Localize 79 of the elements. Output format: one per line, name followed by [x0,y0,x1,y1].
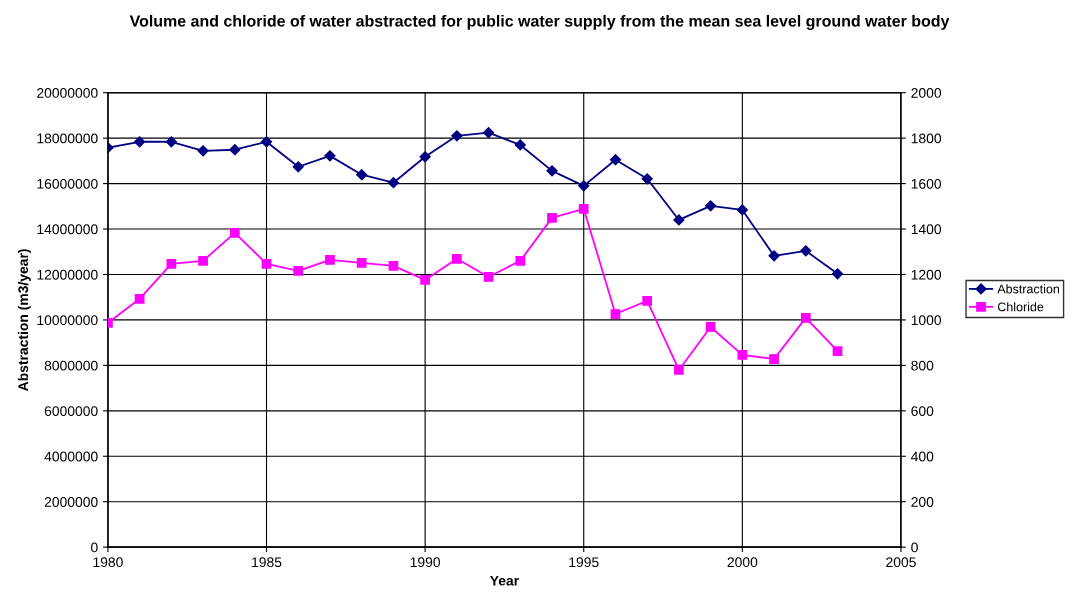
point [293,265,304,276]
y-axis-title: Abstraction (m3/year) [17,249,31,391]
point [642,295,653,306]
point [451,253,462,264]
point [609,154,622,166]
point [769,354,779,364]
y2-tick-label: 800 [911,360,934,371]
point [482,127,495,139]
point [514,139,526,151]
point [229,144,241,156]
y-tick-label: 10000000 [37,315,98,326]
point [198,255,208,266]
point [578,180,590,192]
y2-tick-label: 1000 [911,315,942,326]
point [578,203,589,214]
point [515,255,526,266]
y-tick-label: 0 [91,542,98,553]
y-tick-label: 2000000 [44,497,98,507]
x-axis-title: Year [489,575,519,586]
y-tick-label: 18000000 [37,133,98,144]
y2-tick-label: 1600 [911,178,942,189]
point [197,145,209,157]
point [800,245,812,257]
y2-tick-label: 0 [911,542,918,553]
y2-tick-label: 1800 [911,133,942,144]
x-tick-label: 1985 [252,557,282,568]
point [166,258,177,269]
point [260,136,273,148]
x-tick-label: 1980 [93,557,123,568]
point [387,177,400,189]
point [610,309,621,319]
y2-tick-label: 600 [911,406,934,416]
point [261,258,272,269]
y-tick-label: 4000000 [44,451,98,462]
point [165,136,177,148]
point [831,268,844,280]
point [325,255,335,265]
point [705,322,716,332]
x-tick-label: 2005 [886,557,916,568]
point [292,161,304,173]
y-tick-label: 12000000 [37,269,98,280]
point [356,258,367,268]
point [768,250,780,262]
point [451,130,463,142]
x-tick-label: 2000 [727,557,758,568]
point [800,313,811,323]
legend-label: Chloride [997,302,1044,312]
point [673,214,685,226]
point [134,293,145,304]
y-tick-label: 8000000 [44,360,98,371]
chart-title: Volume and chloride of water abstracted for public water supply from the mean sea level ground water body [129,14,950,30]
y2-tick-label: 1200 [911,269,942,280]
point [546,165,558,177]
point [674,365,684,375]
y-tick-label: 16000000 [37,178,98,189]
point [134,136,146,148]
point [388,260,399,271]
legend-label: Abstraction [997,284,1060,294]
y2-tick-label: 200 [911,497,934,507]
point [229,228,240,238]
x-tick-label: 1990 [410,557,441,568]
y-tick-label: 14000000 [37,224,98,235]
point [547,213,557,223]
point [641,173,653,185]
point [736,204,748,216]
y-tick-label: 6000000 [44,406,98,416]
point [420,275,430,285]
point [832,346,843,356]
y2-tick-label: 2000 [911,88,942,98]
point [483,272,494,282]
point [737,350,748,360]
y-tick-label: 20000000 [37,88,98,98]
point [705,200,717,212]
point [419,151,431,163]
point [356,169,368,181]
y2-tick-label: 1400 [911,224,942,235]
x-tick-label: 1995 [569,557,599,568]
point [324,150,336,162]
y2-tick-label: 400 [911,451,934,462]
